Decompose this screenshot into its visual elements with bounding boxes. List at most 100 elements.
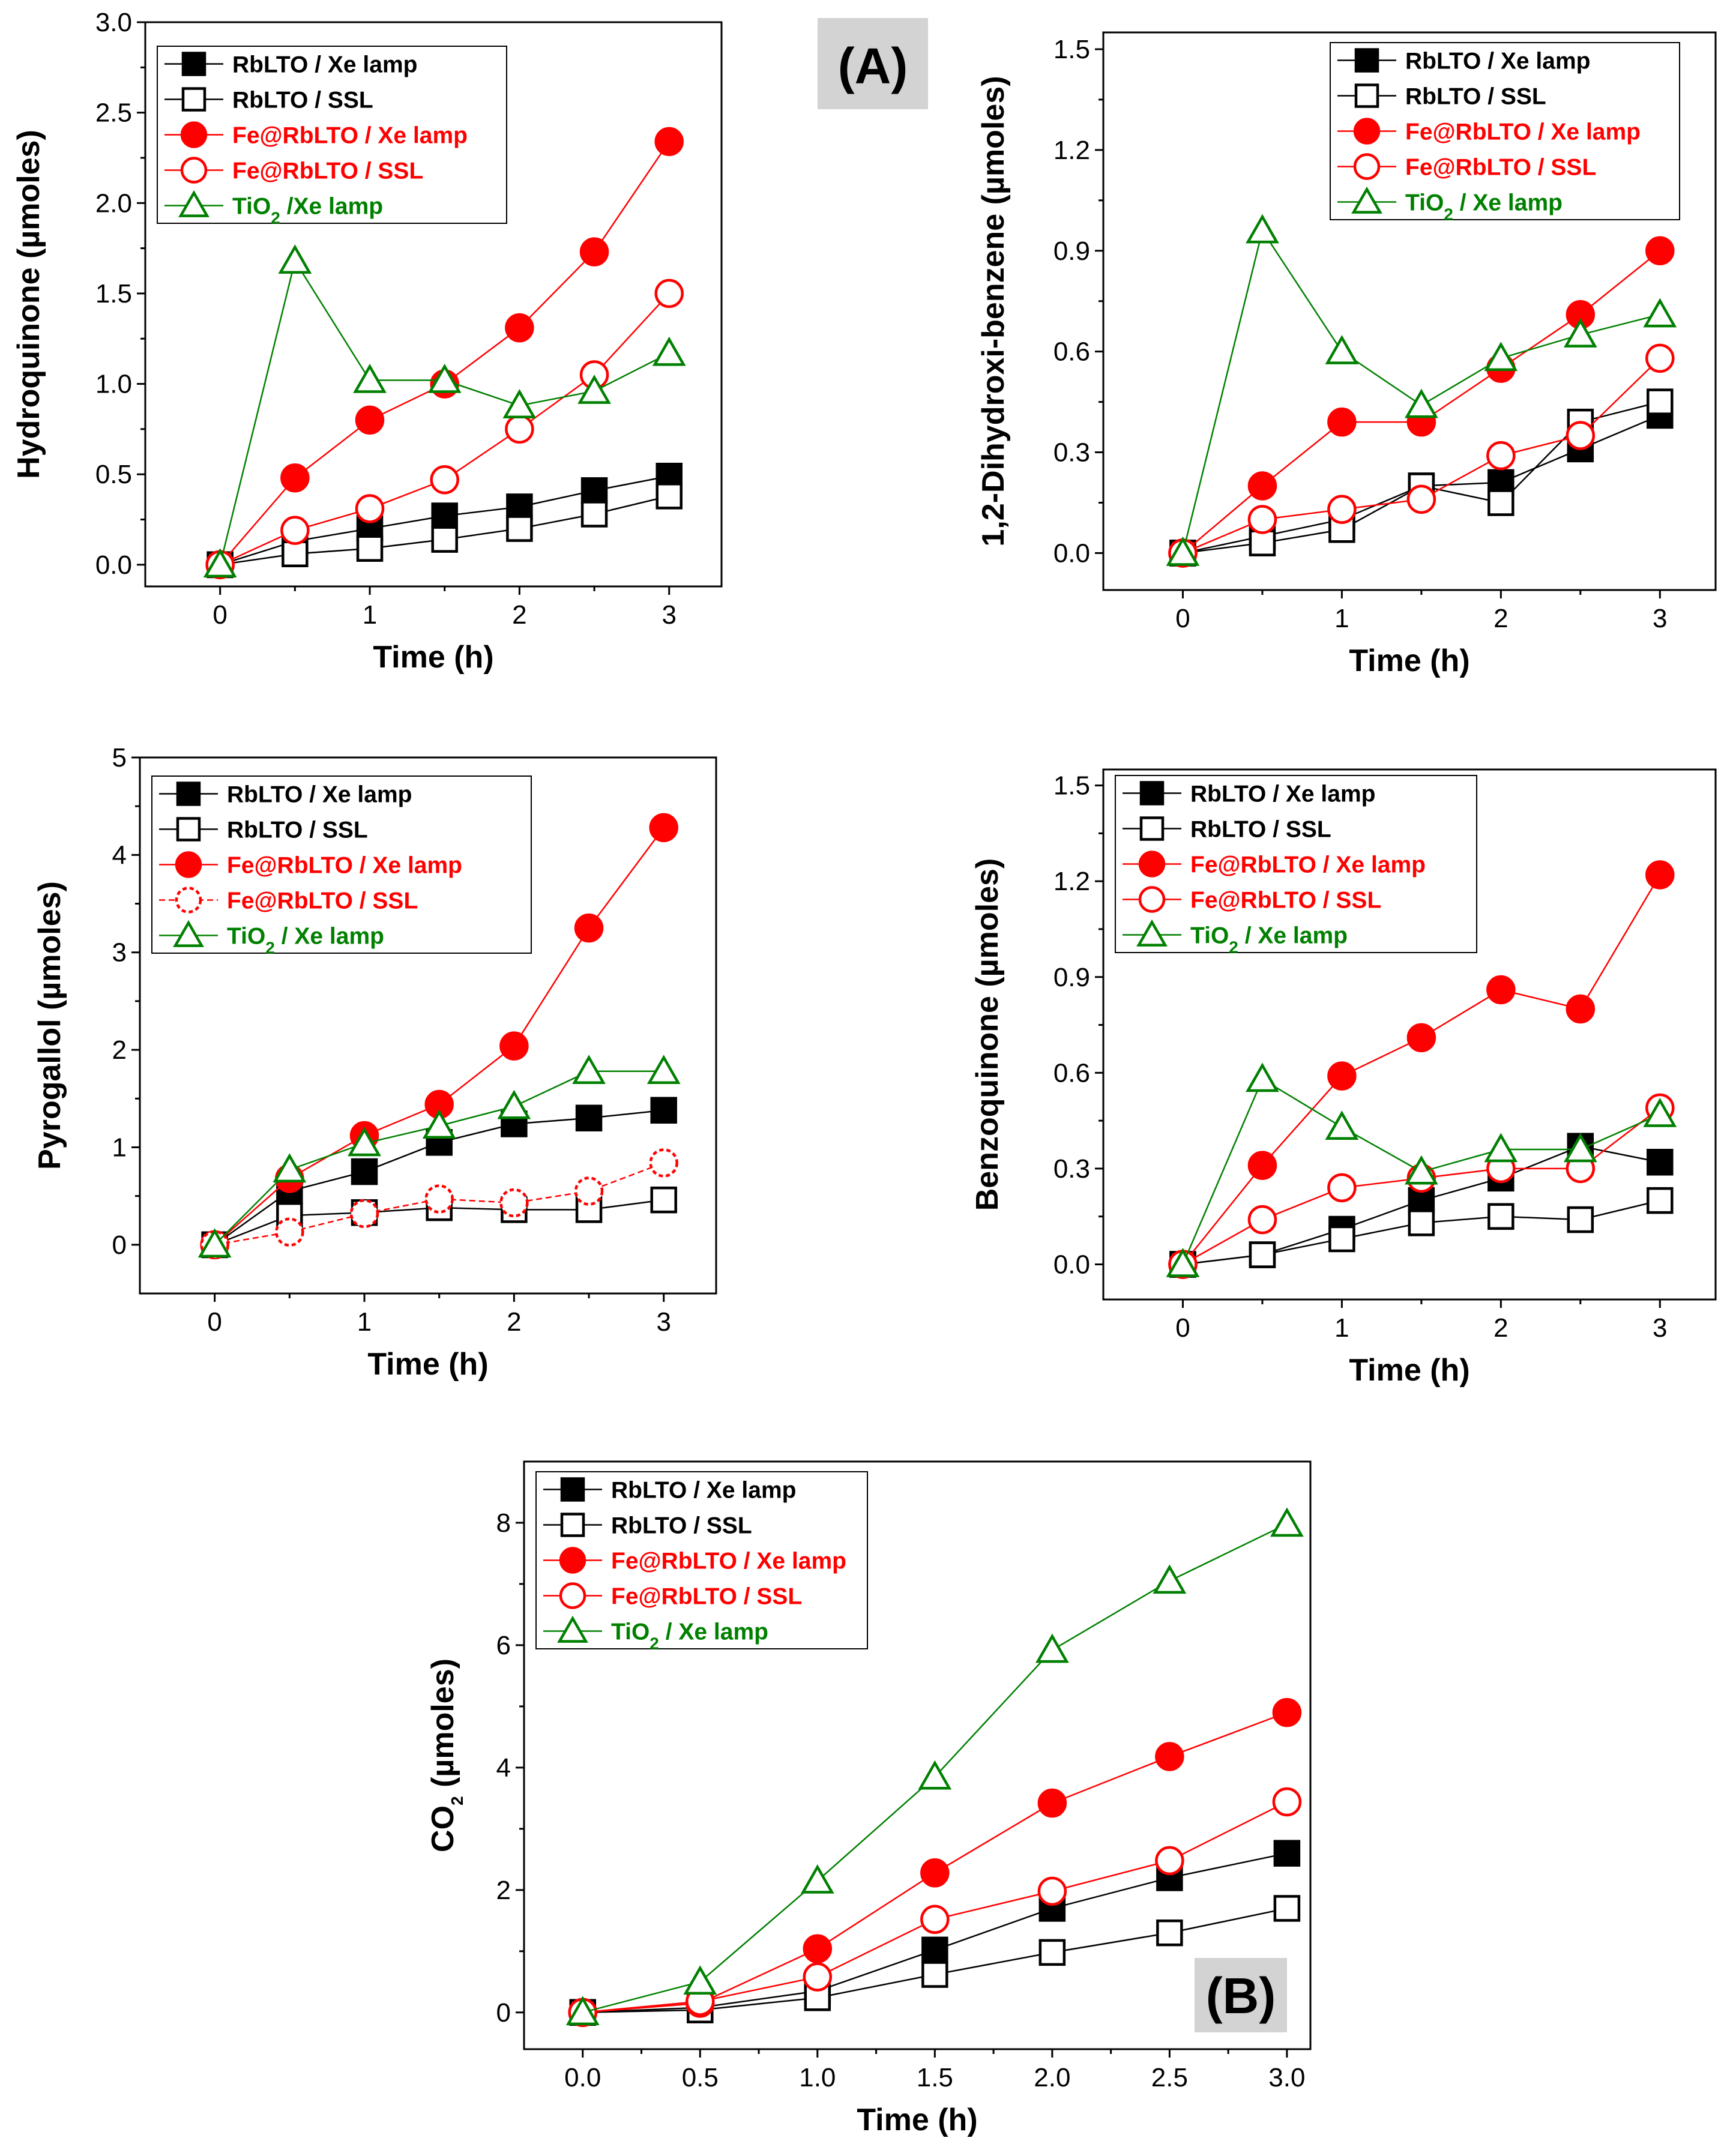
plot-frame <box>144 21 723 588</box>
legend-dihydroxibenzene: RbLTO / Xe lamp RbLTO / SSL Fe@RbLTO / Xe … <box>1330 42 1680 223</box>
series-co2-4 <box>565 1507 1304 2026</box>
x-tick-label: 2 <box>1493 1313 1508 1343</box>
data-point <box>800 1864 834 1894</box>
legend-marker <box>560 1513 585 1537</box>
legend-label: Fe@RbLTO / Xe lamp <box>232 123 468 149</box>
legend-label: RbLTO / SSL <box>232 88 373 113</box>
data-point <box>1155 1846 1184 1876</box>
data-point <box>683 1965 717 1995</box>
data-point <box>349 1199 379 1229</box>
data-point <box>1153 1564 1187 1594</box>
y-tick-label: 1.2 <box>1053 867 1090 896</box>
data-point <box>652 336 686 366</box>
x-tick-label: 3.0 <box>1268 2063 1305 2092</box>
data-point <box>1567 1206 1594 1233</box>
series-dihydroxibenzene-3 <box>1168 343 1675 568</box>
data-point <box>1270 1507 1304 1537</box>
panel-tag-b: (B) <box>1195 1958 1287 2032</box>
legend-label: RbLTO / SSL <box>611 1513 752 1539</box>
legend-marker <box>176 817 201 842</box>
legend-label: Fe@RbLTO / Xe lamp <box>227 853 462 879</box>
data-point <box>499 1031 529 1061</box>
legend-marker <box>1138 851 1166 878</box>
legend-marker <box>1354 83 1379 108</box>
series-dihydroxibenzene-4 <box>1166 214 1677 566</box>
legend-hydroquinone: RbLTO / Xe lamp RbLTO / SSL Fe@RbLTO / Xe … <box>157 46 507 227</box>
y-axis-title: CO2 (µmoles) <box>426 1658 466 1852</box>
legend-marker <box>176 781 201 806</box>
data-point <box>649 813 678 843</box>
data-point <box>1327 1173 1357 1203</box>
data-point <box>1643 298 1677 328</box>
legend-label: Fe@RbLTO / SSL <box>1190 888 1381 914</box>
data-point <box>649 1148 678 1178</box>
y-tick-label: 1.0 <box>95 370 132 399</box>
data-point <box>1647 1187 1674 1214</box>
legend-marker <box>181 52 206 76</box>
x-tick-label: 0 <box>1175 1313 1190 1343</box>
data-point <box>1325 1110 1359 1140</box>
y-tick-label: 0.6 <box>1053 1058 1090 1088</box>
data-point <box>1645 860 1675 890</box>
y-tick-label: 0.0 <box>1053 538 1090 568</box>
data-point <box>565 1996 600 2026</box>
legend-label: Fe@RbLTO / Xe lamp <box>1405 119 1641 145</box>
data-point <box>430 465 459 495</box>
y-tick-label: 0.0 <box>95 550 132 580</box>
x-axis-title: Time (h) <box>367 1347 488 1382</box>
data-point <box>424 1184 454 1214</box>
data-point <box>1037 1788 1067 1818</box>
data-point <box>280 516 310 545</box>
data-point <box>1035 1633 1069 1663</box>
data-point <box>1563 1133 1597 1163</box>
data-point <box>1037 1876 1067 1906</box>
legend-marker <box>1139 816 1165 841</box>
data-point <box>282 540 309 568</box>
legend-marker <box>180 121 208 148</box>
data-point <box>497 1089 531 1119</box>
x-tick-label: 1.5 <box>917 2063 953 2092</box>
y-tick-label: 5 <box>112 743 127 772</box>
data-point <box>1156 1919 1183 1947</box>
data-point <box>580 501 608 528</box>
data-point <box>505 313 534 343</box>
data-point <box>1272 1787 1302 1817</box>
x-tick-label: 2 <box>512 600 526 630</box>
y-tick-label: 1.2 <box>1053 136 1090 165</box>
data-point <box>353 364 387 393</box>
legend-label: Fe@RbLTO / Xe lamp <box>611 1549 846 1574</box>
x-tick-label: 3 <box>656 1307 671 1337</box>
legend-label: RbLTO / Xe lamp <box>227 782 412 808</box>
chart-hydroquinone: 0 1 2 3 0.0 0.5 1.0 1.5 2.0 2.5 3.0 Time (h) Hydroqu… <box>11 8 723 675</box>
data-point <box>499 1188 529 1218</box>
legend-label: Fe@RbLTO / SSL <box>232 158 423 184</box>
x-tick-label: 3 <box>1653 604 1667 633</box>
plot-frame <box>139 756 717 1295</box>
chart-benzoquinone: 0 1 2 3 0.0 0.3 0.6 0.9 1.2 1.5 Time (h) Benzoquino… <box>970 768 1717 1388</box>
y-tick-label: 0.3 <box>1053 1154 1090 1184</box>
data-point <box>1563 318 1597 348</box>
panel-tag-a-label: (A) <box>838 38 908 94</box>
legend-co2: RbLTO / Xe lamp RbLTO / SSL Fe@RbLTO / Xe … <box>535 1471 868 1652</box>
data-point <box>505 414 534 444</box>
data-point <box>580 477 608 504</box>
data-point <box>1247 471 1277 501</box>
legend-marker <box>1353 153 1381 180</box>
data-point <box>1408 1209 1435 1236</box>
x-axis-title: Time (h) <box>857 2103 977 2137</box>
data-point <box>1273 1840 1301 1867</box>
data-point <box>577 375 611 404</box>
data-point <box>1645 236 1675 266</box>
legend-label: RbLTO / Xe lamp <box>232 52 417 78</box>
data-point <box>502 389 537 418</box>
y-tick-label: 0 <box>112 1230 127 1260</box>
x-tick-label: 0.0 <box>564 2063 601 2092</box>
data-point <box>1566 994 1596 1024</box>
data-point <box>506 515 533 542</box>
y-tick-label: 4 <box>496 1753 511 1783</box>
series-pyrogallol-4 <box>197 1055 681 1258</box>
x-tick-label: 0 <box>207 1307 222 1337</box>
legend-marker <box>1354 48 1379 73</box>
data-point <box>275 1217 304 1247</box>
data-point <box>574 913 604 943</box>
